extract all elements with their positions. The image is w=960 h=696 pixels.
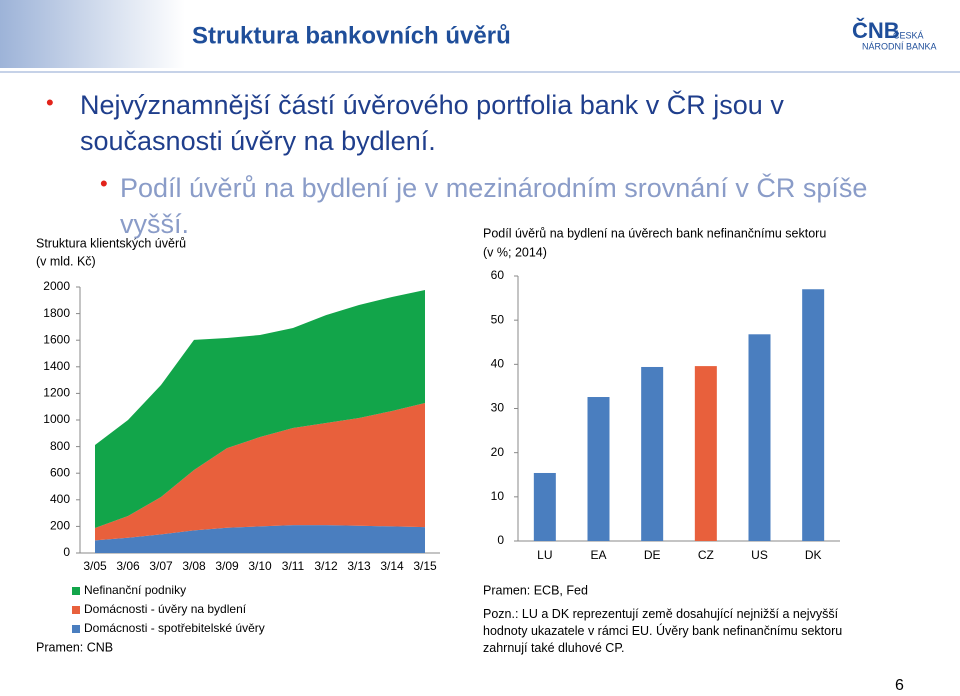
y-tick-label: 50: [491, 312, 505, 326]
logo: ČNB: [852, 18, 900, 43]
y-tick-label: 600: [50, 465, 70, 479]
y-tick-label: 60: [491, 268, 505, 282]
legend-label: Domácnosti - spotřebitelské úvěry: [84, 621, 265, 635]
area: [95, 525, 425, 553]
area: [95, 402, 425, 541]
y-tick-label: 10: [491, 489, 505, 503]
slide-title: Struktura bankovních úvěrů: [192, 22, 511, 49]
chart-subtitle: (v mld. Kč): [36, 254, 96, 268]
x-tick-label: 3/15: [413, 559, 437, 573]
x-tick-label: EA: [590, 548, 606, 562]
bar: [694, 366, 717, 541]
y-tick-label: 1800: [43, 306, 70, 320]
y-tick-label: 1600: [43, 332, 70, 346]
x-tick-label: 3/09: [215, 559, 239, 573]
y-tick-label: 1000: [43, 412, 70, 426]
x-tick-label: DE: [644, 548, 661, 562]
x-tick-label: 3/07: [149, 559, 173, 573]
chart-title: Struktura klientských úvěrů: [36, 236, 186, 250]
x-tick-label: 3/05: [83, 559, 107, 573]
y-tick-label: 30: [491, 401, 505, 415]
x-tick-label: US: [751, 548, 768, 562]
legend-swatch: [72, 606, 80, 614]
source: Pramen: ECB, Fed: [483, 583, 588, 597]
x-tick-label: 3/13: [347, 559, 371, 573]
x-tick-label: 3/06: [116, 559, 140, 573]
bar: [641, 366, 664, 541]
y-tick-label: 1400: [43, 359, 70, 373]
decor: [0, 0, 185, 68]
y-tick-label: 20: [491, 445, 505, 459]
bullet-dot: •: [100, 171, 108, 196]
bar: [802, 289, 825, 541]
x-tick-label: CZ: [698, 548, 714, 562]
y-tick-label: 1200: [43, 386, 70, 400]
bullet: Podíl úvěrů na bydlení je v mezinárodním…: [120, 173, 868, 239]
legend-swatch: [72, 587, 80, 595]
chart-subtitle: (v %; 2014): [483, 245, 547, 259]
x-tick-label: LU: [537, 548, 552, 562]
bullet-dot: •: [46, 90, 54, 115]
chart-title: Podíl úvěrů na bydlení na úvěrech bank n…: [483, 226, 826, 240]
bar: [748, 334, 771, 541]
legend-label: Domácnosti - úvěry na bydlení: [84, 602, 247, 616]
x-tick-label: 3/14: [380, 559, 404, 573]
y-tick-label: 800: [50, 439, 70, 453]
area: [95, 290, 425, 528]
y-tick-label: 400: [50, 492, 70, 506]
x-tick-label: 3/08: [182, 559, 206, 573]
y-tick-label: 200: [50, 519, 70, 533]
logo-text: NÁRODNÍ BANKA: [862, 41, 937, 51]
y-tick-label: 0: [497, 533, 504, 547]
legend-label: Nefinanční podniky: [84, 583, 186, 597]
legend-swatch: [72, 625, 80, 633]
y-tick-label: 2000: [43, 279, 70, 293]
logo-text: ČESKÁ: [893, 30, 924, 40]
bullet: Nejvýznamnější částí úvěrového portfolia…: [80, 90, 784, 156]
page-number: 6: [895, 677, 904, 694]
bar: [533, 472, 556, 541]
note: Pozn.: LU a DK reprezentují země dosahuj…: [483, 607, 843, 655]
source: Pramen: CNB: [36, 640, 113, 654]
bar: [587, 397, 610, 541]
y-tick-label: 0: [63, 545, 70, 559]
x-tick-label: 3/11: [282, 559, 305, 573]
x-tick-label: DK: [805, 548, 822, 562]
y-tick-label: 40: [491, 357, 505, 371]
x-tick-label: 3/10: [248, 559, 272, 573]
x-tick-label: 3/12: [314, 559, 338, 573]
